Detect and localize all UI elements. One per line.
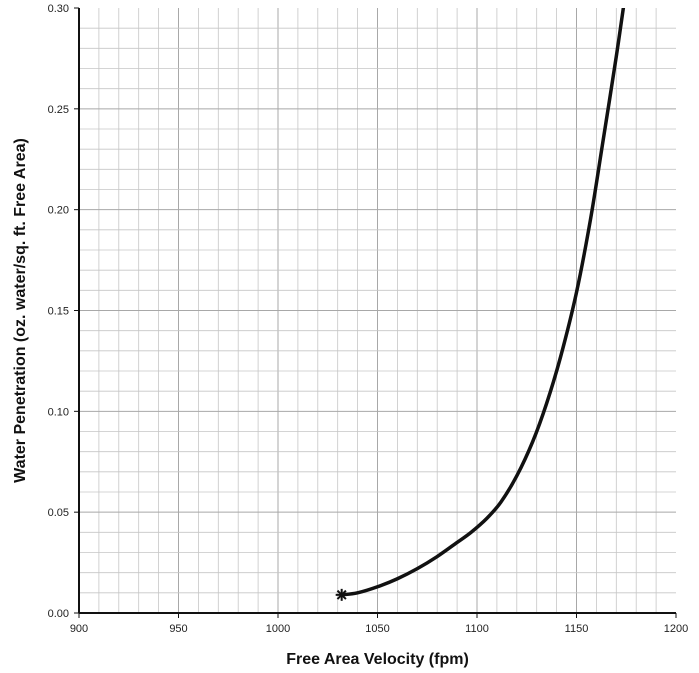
y-tick-label: 0.30 — [48, 3, 69, 15]
start-point-marker — [335, 588, 348, 601]
x-tick-label: 950 — [169, 623, 187, 635]
y-axis-title: Water Penetration (oz. water/sq. ft. Fre… — [12, 138, 29, 483]
x-tick-label: 900 — [70, 623, 88, 635]
axes — [74, 7, 677, 618]
y-tick-labels: 0.00 0.05 0.10 0.15 0.20 0.25 0.30 — [48, 3, 69, 620]
y-tick-label: 0.05 — [48, 507, 69, 519]
marker-layer — [335, 588, 348, 601]
series-line — [339, 8, 626, 597]
grid — [79, 8, 676, 613]
y-tick-label: 0.10 — [48, 406, 69, 418]
x-tick-label: 1100 — [465, 623, 489, 635]
series-layer — [339, 8, 626, 597]
x-tick-label: 1200 — [664, 623, 688, 635]
y-tick-label: 0.00 — [48, 608, 69, 620]
x-tick-label: 1050 — [365, 623, 389, 635]
marker-stroke — [336, 589, 347, 600]
x-tick-label: 1000 — [266, 623, 290, 635]
x-tick-labels: 900 950 1000 1050 1100 1150 1200 — [70, 623, 688, 635]
y-tick-label: 0.20 — [48, 205, 69, 217]
x-tick-label: 1150 — [565, 623, 589, 635]
y-tick-label: 0.15 — [48, 306, 69, 318]
x-axis-title: Free Area Velocity (fpm) — [286, 651, 469, 668]
y-tick-label: 0.25 — [48, 104, 69, 116]
